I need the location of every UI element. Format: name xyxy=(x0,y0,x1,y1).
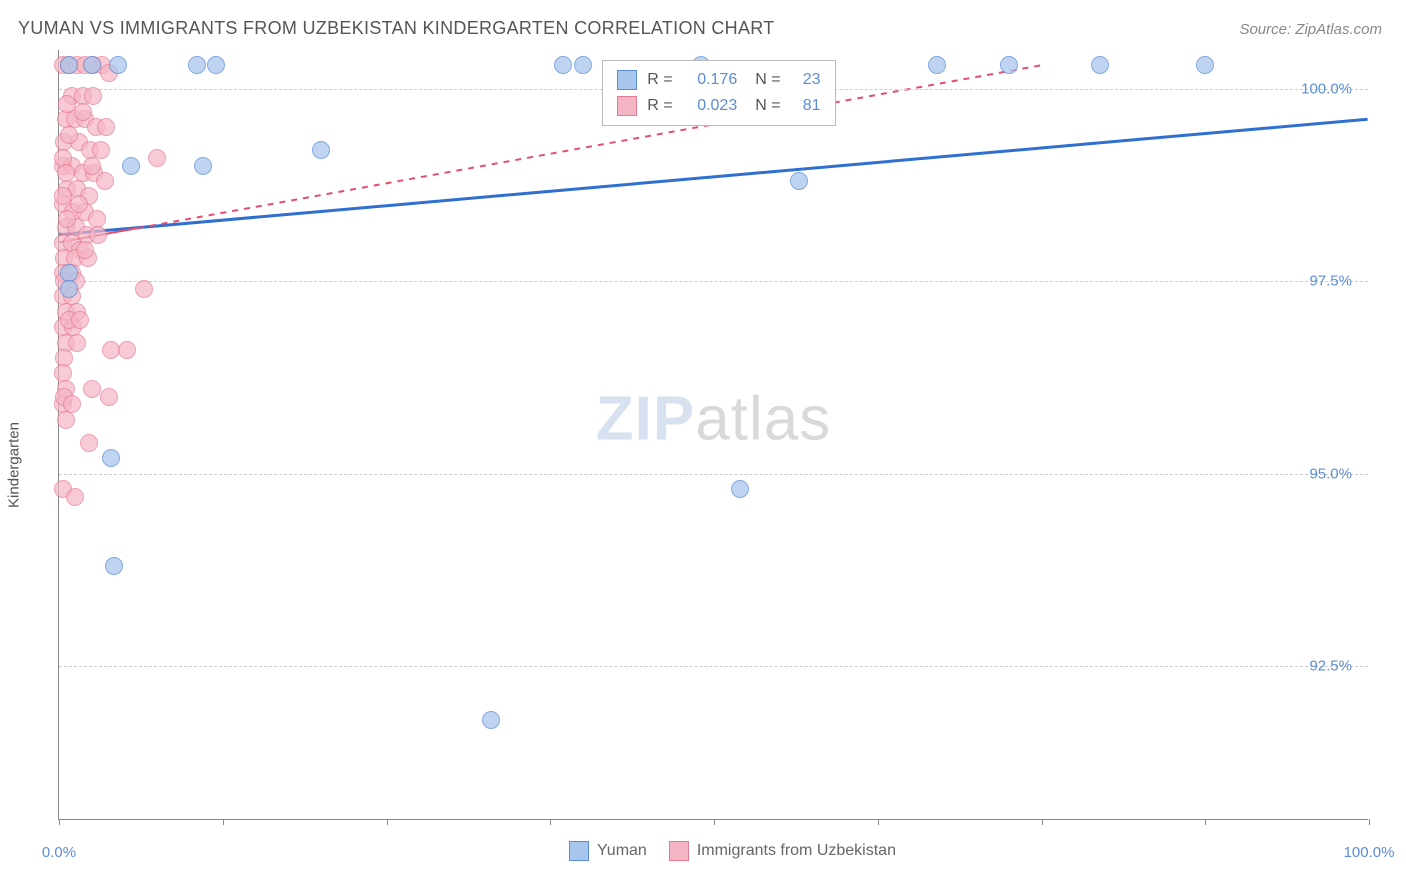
x-end-label: 100.0% xyxy=(1344,844,1395,861)
x-tick xyxy=(714,819,715,825)
y-axis-label: Kindergarten xyxy=(6,422,23,508)
scatter-point-uzbekistan xyxy=(148,149,166,167)
y-tick-label: 95.0% xyxy=(1309,465,1352,482)
gridline-h xyxy=(59,666,1368,667)
plot-area: ZIPatlas 92.5%95.0%97.5%100.0%0.0%100.0%… xyxy=(58,50,1368,820)
scatter-point-uzbekistan xyxy=(80,434,98,452)
scatter-point-yuman xyxy=(574,56,592,74)
scatter-point-uzbekistan xyxy=(84,87,102,105)
scatter-point-uzbekistan xyxy=(70,195,88,213)
x-tick xyxy=(223,819,224,825)
x-tick xyxy=(59,819,60,825)
stats-legend: R = 0.176 N = 23 R = 0.023 N = 81 xyxy=(602,60,835,126)
x-tick xyxy=(550,819,551,825)
scatter-point-yuman xyxy=(60,56,78,74)
scatter-point-uzbekistan xyxy=(135,280,153,298)
legend-r-value: 0.176 xyxy=(685,67,737,93)
x-tick xyxy=(387,819,388,825)
scatter-point-uzbekistan xyxy=(66,488,84,506)
scatter-point-yuman xyxy=(207,56,225,74)
scatter-point-yuman xyxy=(105,557,123,575)
series-legend-item-yuman: Yuman xyxy=(569,841,647,861)
scatter-point-uzbekistan xyxy=(100,388,118,406)
series-legend: Yuman Immigrants from Uzbekistan xyxy=(569,841,896,861)
legend-swatch-icon xyxy=(569,841,589,861)
scatter-point-yuman xyxy=(1091,56,1109,74)
scatter-point-uzbekistan xyxy=(89,226,107,244)
scatter-point-yuman xyxy=(102,449,120,467)
legend-swatch-icon xyxy=(617,70,637,90)
stats-legend-row-uzbekistan: R = 0.023 N = 81 xyxy=(617,93,820,119)
scatter-point-uzbekistan xyxy=(68,334,86,352)
scatter-point-uzbekistan xyxy=(58,95,76,113)
gridline-h xyxy=(59,474,1368,475)
trendline-yuman xyxy=(59,119,1367,234)
x-tick xyxy=(1205,819,1206,825)
scatter-point-yuman xyxy=(109,56,127,74)
chart-container: Kindergarten ZIPatlas 92.5%95.0%97.5%100… xyxy=(18,50,1388,880)
legend-n-label: N = xyxy=(755,67,780,93)
legend-swatch-icon xyxy=(617,96,637,116)
series-legend-label: Yuman xyxy=(597,842,647,860)
legend-r-label: R = xyxy=(647,93,675,119)
chart-header: YUMAN VS IMMIGRANTS FROM UZBEKISTAN KIND… xyxy=(0,0,1406,47)
scatter-point-yuman xyxy=(60,280,78,298)
scatter-point-uzbekistan xyxy=(118,341,136,359)
scatter-point-yuman xyxy=(731,480,749,498)
scatter-point-yuman xyxy=(83,56,101,74)
gridline-h xyxy=(59,281,1368,282)
stats-legend-row-yuman: R = 0.176 N = 23 xyxy=(617,67,820,93)
y-tick-label: 97.5% xyxy=(1309,273,1352,290)
scatter-point-uzbekistan xyxy=(57,411,75,429)
legend-n-label: N = xyxy=(755,93,780,119)
x-start-label: 0.0% xyxy=(42,844,76,861)
scatter-point-yuman xyxy=(790,172,808,190)
legend-swatch-icon xyxy=(669,841,689,861)
scatter-point-uzbekistan xyxy=(71,311,89,329)
x-tick xyxy=(878,819,879,825)
trendline-uzbekistan-dashed xyxy=(138,65,1041,228)
scatter-point-yuman xyxy=(312,141,330,159)
trend-lines xyxy=(59,50,1368,819)
legend-r-label: R = xyxy=(647,67,675,93)
series-legend-item-uzbekistan: Immigrants from Uzbekistan xyxy=(669,841,896,861)
scatter-point-yuman xyxy=(928,56,946,74)
scatter-point-yuman xyxy=(554,56,572,74)
scatter-point-yuman xyxy=(482,711,500,729)
scatter-point-yuman xyxy=(1196,56,1214,74)
legend-n-value: 81 xyxy=(791,93,821,119)
scatter-point-uzbekistan xyxy=(97,118,115,136)
scatter-point-yuman xyxy=(122,157,140,175)
scatter-point-yuman xyxy=(1000,56,1018,74)
scatter-point-uzbekistan xyxy=(76,241,94,259)
scatter-point-yuman xyxy=(194,157,212,175)
scatter-point-uzbekistan xyxy=(58,210,76,228)
scatter-point-uzbekistan xyxy=(60,126,78,144)
scatter-point-uzbekistan xyxy=(74,103,92,121)
scatter-point-uzbekistan xyxy=(63,395,81,413)
chart-source: Source: ZipAtlas.com xyxy=(1239,21,1382,38)
scatter-point-uzbekistan xyxy=(96,172,114,190)
legend-r-value: 0.023 xyxy=(685,93,737,119)
scatter-point-uzbekistan xyxy=(83,380,101,398)
x-tick xyxy=(1042,819,1043,825)
chart-title: YUMAN VS IMMIGRANTS FROM UZBEKISTAN KIND… xyxy=(18,18,775,39)
x-tick xyxy=(1369,819,1370,825)
scatter-point-uzbekistan xyxy=(57,164,75,182)
scatter-point-uzbekistan xyxy=(83,157,101,175)
legend-n-value: 23 xyxy=(791,67,821,93)
scatter-point-yuman xyxy=(188,56,206,74)
y-tick-label: 92.5% xyxy=(1309,658,1352,675)
series-legend-label: Immigrants from Uzbekistan xyxy=(697,842,896,860)
y-tick-label: 100.0% xyxy=(1301,80,1352,97)
